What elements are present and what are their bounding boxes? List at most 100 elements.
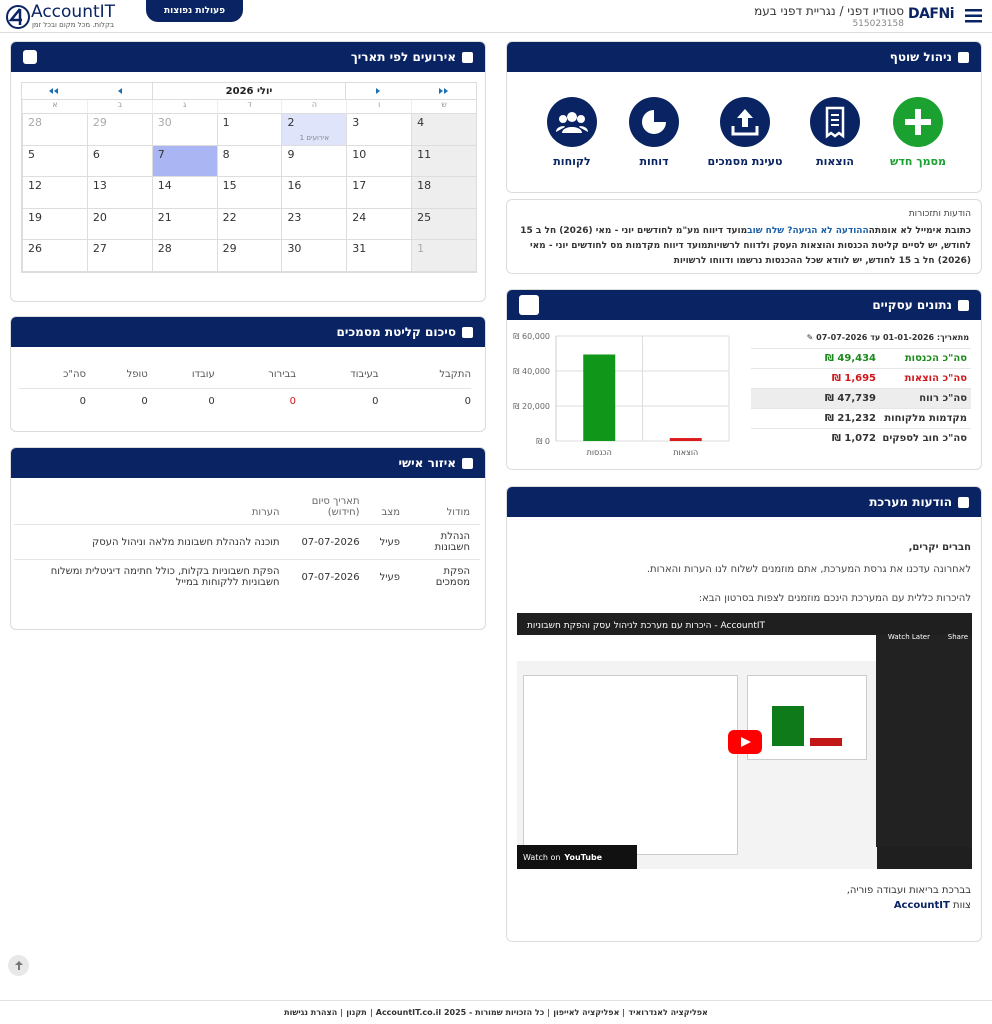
calendar-day[interactable]: 20 [86, 208, 152, 240]
calendar-day[interactable]: 3 [346, 114, 412, 146]
y-tick-label: 20,000 ₪ [513, 402, 550, 411]
calendar-day[interactable]: 1 [411, 240, 476, 272]
business-row: סה"כ הכנסות 49,434 ₪ [751, 348, 971, 368]
calendar-month[interactable]: יולי 2026 [151, 83, 347, 99]
footer-link[interactable]: כל הזכויות שמורות - 2025 AccountIT.co.il [375, 1008, 545, 1017]
day-number: 15 [222, 179, 237, 192]
calendar-day[interactable]: 19 [22, 208, 87, 240]
next-month[interactable] [87, 83, 152, 99]
share[interactable]: Share [947, 633, 968, 641]
calendar-day[interactable]: 9 [281, 145, 347, 177]
calendar-day[interactable]: 18 [411, 177, 476, 209]
row-label: מקדמות מלקוחות [884, 413, 967, 424]
company-name[interactable]: סטודיו דפני / נגריית דפני בעמ [754, 4, 904, 18]
day-number: 21 [157, 210, 172, 224]
calendar-day[interactable]: 31 [346, 240, 412, 272]
summary-header: סה"כ [63, 369, 86, 381]
calendar-day[interactable]: 8 [216, 145, 282, 177]
calendar-day[interactable]: 30 [281, 240, 347, 272]
filter-button[interactable] [519, 295, 539, 315]
separator [370, 1008, 372, 1017]
day-number: 2 [287, 116, 295, 129]
calendar-day[interactable]: 29 [86, 114, 152, 146]
action-button[interactable]: דוחות [609, 97, 699, 168]
calendar-day[interactable]: 12 [22, 177, 87, 209]
action-button[interactable]: טעינת מסמכים [700, 97, 790, 168]
footer-link[interactable]: אפליקציה לאנדרואיד [628, 1008, 708, 1017]
calendar-day[interactable]: 10 [346, 145, 412, 177]
y-tick-label: 40,000 ₪ [513, 367, 550, 376]
calendar-day[interactable]: 7 [151, 145, 217, 177]
calendar-day[interactable]: 15 [216, 177, 282, 209]
panel-title: איזור אישי [398, 456, 457, 470]
calendar-day[interactable]: 25 [411, 208, 476, 240]
calendar-day[interactable]: 27 [86, 240, 152, 272]
calendar-day[interactable]: 6 [86, 145, 152, 177]
video[interactable]: AccountIT - היכרות עם מערכת לניהול עסק ו… [517, 613, 972, 869]
date-value: 01-01-2026 עד 07-07-2026 [816, 333, 935, 342]
business-row: סה"כ רווח 47,739 ₪ [751, 388, 971, 408]
summary-value: 0 [141, 395, 148, 407]
calendar-day[interactable]: 11 [411, 145, 476, 177]
row-label: סה"כ הכנסות [904, 353, 967, 364]
play-button[interactable] [728, 730, 762, 754]
calendar-week: 1 31 30 29 28 27 26 [22, 240, 476, 272]
icon-shape [642, 108, 668, 134]
calendar-day[interactable]: 23 [281, 208, 347, 240]
calendar-day[interactable]: 28 [22, 114, 87, 146]
calendar-day[interactable]: 4 [411, 114, 476, 146]
scroll-top[interactable] [8, 955, 29, 976]
prev-month[interactable] [346, 83, 411, 99]
calendar-day[interactable]: 16 [281, 177, 347, 209]
calendar-day[interactable]: 2 אירועים 1 [281, 114, 347, 146]
message-line: להיכרות כללית עם המערכת הינכם מוזמנים לצ… [698, 593, 971, 604]
calendar-day[interactable]: 13 [86, 177, 152, 209]
logo[interactable]: AccountIT [31, 2, 116, 22]
footer-link[interactable]: הצהרת נגישות [284, 1008, 338, 1017]
resend-link[interactable]: ההודעה לא הגיעה? שלח שוב [747, 226, 869, 236]
calendar-week: 25 24 23 22 21 20 19 [22, 208, 476, 240]
panel-title: הודעות מערכת [869, 495, 952, 509]
menu-icon[interactable] [965, 9, 982, 23]
row-label: סה"כ רווח [919, 393, 967, 404]
calendar-week: 4 3 2 אירועים 1 1 30 29 28 [22, 114, 476, 146]
add-event[interactable] [23, 50, 37, 64]
footer-link[interactable]: אפליקציה לאייפון [553, 1008, 620, 1017]
separator [341, 1008, 343, 1017]
calendar-day[interactable]: 24 [346, 208, 412, 240]
summary-header: בבירור [268, 369, 296, 381]
calendar-day[interactable]: 5 [22, 145, 87, 177]
business-row: סה"כ חוב לספקים 1,072 ₪ [751, 428, 971, 448]
prev-year[interactable] [411, 83, 476, 99]
notices-panel: הודעות ותזכורות כתובת אימייל לא אומתהההו… [506, 199, 982, 274]
summary-value: 0 [208, 395, 215, 407]
calendar-day[interactable]: 29 [216, 240, 282, 272]
table-cell: הפקת חשבוניות בקלות, כולל חתימה דיגיטלית… [14, 559, 290, 594]
calendar-day[interactable]: 1 [216, 114, 282, 146]
panel-header: אירועים לפי תאריך [11, 42, 485, 72]
business-row: מקדמות מלקוחות 21,232 ₪ [751, 408, 971, 428]
calendar-day[interactable]: 28 [151, 240, 217, 272]
team-name: AccountIT [893, 900, 950, 911]
calendar-day[interactable]: 14 [151, 177, 217, 209]
date-range: מתאריך: 01-01-2026 עד 07-07-2026 ✎ [806, 333, 969, 342]
calendar-day[interactable]: 30 [151, 114, 217, 146]
summary-value: 0 [79, 395, 86, 407]
calendar-day[interactable]: 26 [22, 240, 87, 272]
calendar-day[interactable]: 22 [216, 208, 282, 240]
next-year[interactable] [22, 83, 87, 99]
action-icon [810, 97, 860, 147]
panel-header: נתונים עסקיים [507, 290, 981, 320]
common-actions-button[interactable]: פעולות נפוצות [146, 0, 243, 22]
day-number: 20 [92, 210, 107, 224]
calendar-day[interactable]: 21 [151, 208, 217, 240]
calendar-day[interactable]: 17 [346, 177, 412, 209]
action-button[interactable]: לקוחות [527, 97, 617, 168]
action-button[interactable]: הוצאות [790, 97, 880, 168]
watch-later[interactable]: Watch Later [887, 633, 930, 641]
action-button[interactable]: מסמך חדש [873, 97, 963, 168]
watch-on-youtube[interactable]: Watch on YouTube [517, 845, 637, 869]
day-number: 18 [417, 179, 432, 192]
footer-link[interactable]: תקנון [346, 1008, 367, 1017]
